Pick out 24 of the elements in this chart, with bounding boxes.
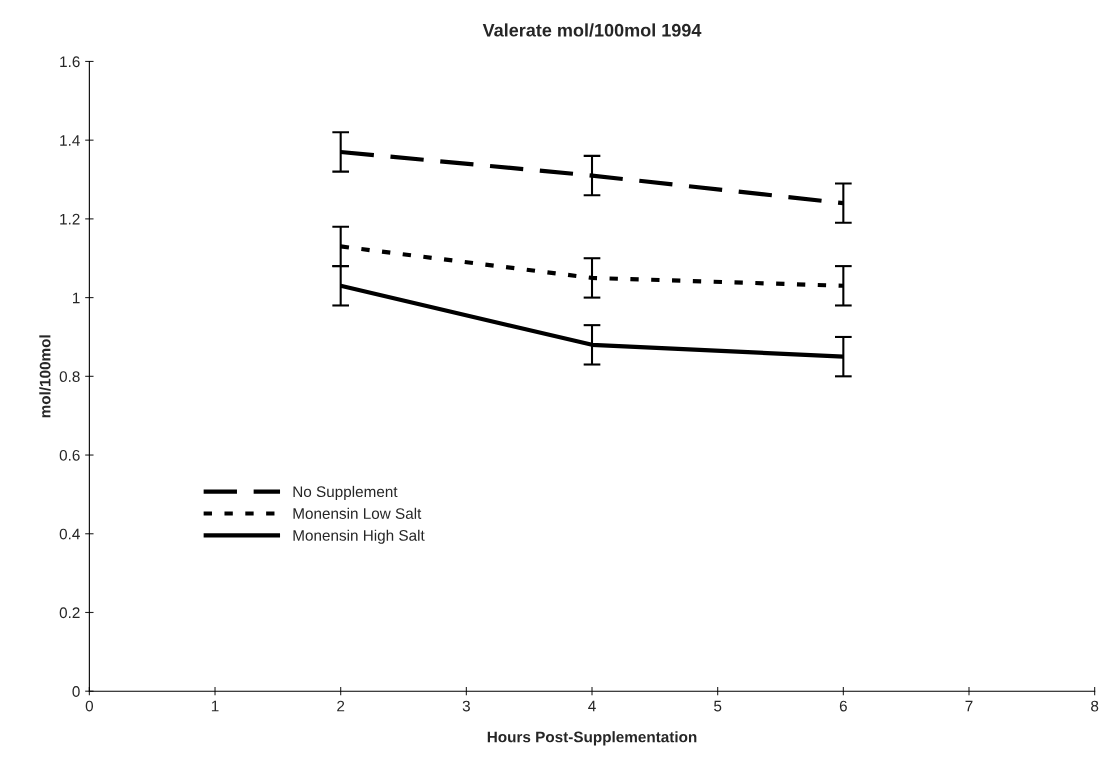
y-tick-label: 0.8 [59,371,80,383]
y-tick-label: 0.2 [59,607,80,619]
y-tick-label: 1.2 [60,213,80,225]
x-tick-label: 1 [211,700,219,712]
legend-label: No Supplement [293,485,398,501]
y-tick-label: 1.4 [60,135,80,146]
x-tick-label: 3 [462,700,470,712]
y-tick-label: 0.6 [59,449,80,461]
x-tick-label: 2 [337,700,345,712]
y-axis-title: mol/100mol [39,335,51,418]
x-tick-label: 0 [85,700,94,712]
x-tick-label: 8 [1091,700,1099,712]
legend-label: Monensin High Salt [293,529,425,544]
x-axis-title: Hours Post-Supplementation [487,731,697,746]
legend-label: Monensin Low Salt [293,507,422,519]
x-tick-label: 4 [588,700,596,712]
y-tick-label: 0.4 [59,528,80,540]
y-tick-label: 1 [73,292,80,304]
chart-title: Valerate mol/100mol 1994 [482,23,702,37]
x-tick-label: 6 [839,700,847,712]
y-tick-label: 1.6 [60,56,80,68]
x-tick-label: 7 [965,700,973,712]
x-tick-label: 5 [714,700,722,712]
y-tick-label: 0 [72,686,80,697]
